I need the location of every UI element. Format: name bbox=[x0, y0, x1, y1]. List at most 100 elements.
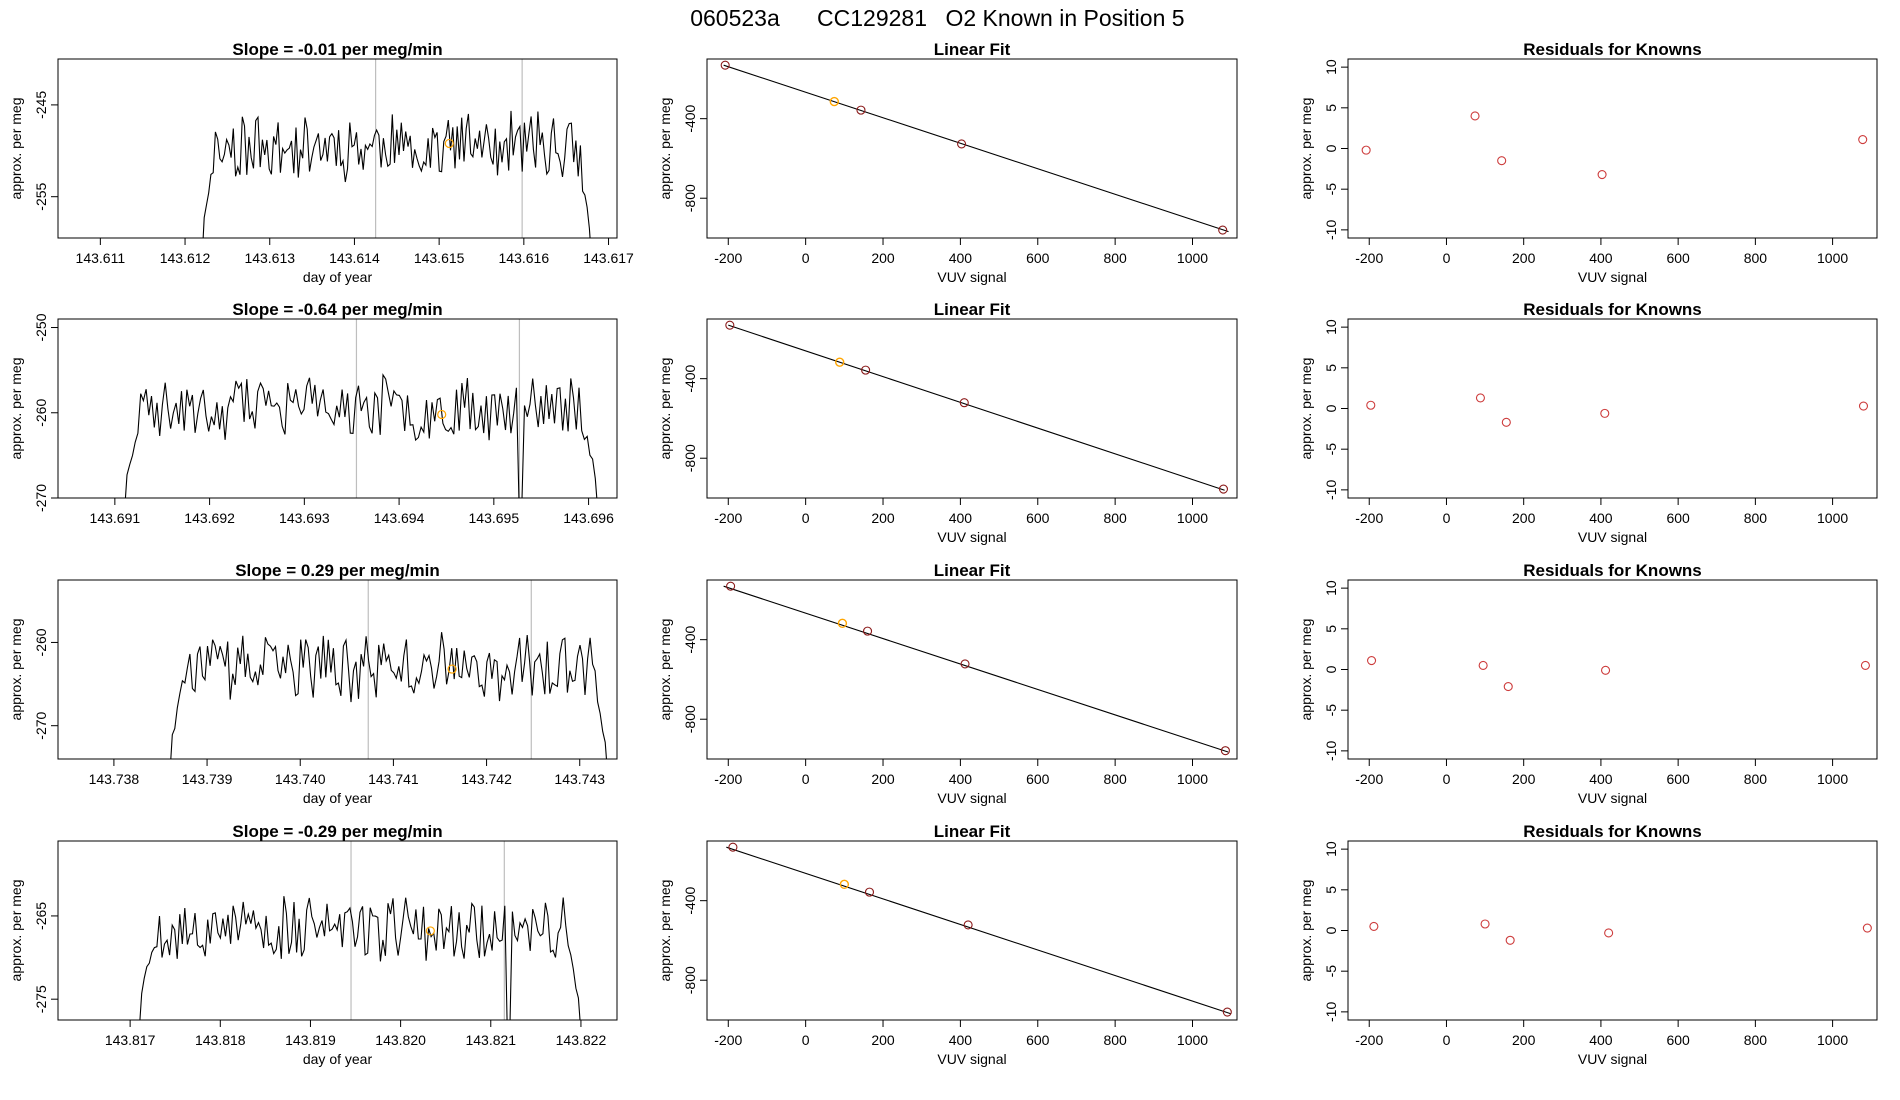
plot-frame bbox=[706, 318, 1238, 499]
x-tick-label: 1000 bbox=[1177, 771, 1208, 787]
plot-frame bbox=[1347, 318, 1878, 499]
plot-frame bbox=[1347, 579, 1878, 760]
fit-point bbox=[1220, 746, 1230, 756]
header-run-id: 060523a bbox=[690, 5, 780, 31]
x-tick-label: 143.817 bbox=[105, 1032, 156, 1048]
y-axis-label: approx. per meg bbox=[1298, 98, 1314, 200]
x-axis-label: VUV signal bbox=[937, 1051, 1006, 1067]
y-tick-label: -270 bbox=[33, 484, 49, 512]
residual-point bbox=[1478, 660, 1488, 670]
chart-panel-r1c2: -200 0 200 400 600 800 1000 10 5 0 -5 -10 Residuals … bbox=[1298, 300, 1878, 545]
x-tick-label: 800 bbox=[1103, 771, 1127, 787]
x-tick-label: -200 bbox=[1355, 771, 1383, 787]
fit-line bbox=[726, 846, 1231, 1015]
x-tick-label: 800 bbox=[1744, 1032, 1768, 1048]
highlight-point bbox=[839, 879, 850, 890]
x-axis-label: VUV signal bbox=[937, 269, 1006, 285]
y-tick-label: -10 bbox=[1323, 220, 1339, 240]
x-axis-label: VUV signal bbox=[1578, 269, 1647, 285]
chart-title: Slope = 0.29 per meg/min bbox=[235, 561, 440, 580]
x-tick-label: 600 bbox=[1666, 510, 1690, 526]
x-tick-label: 600 bbox=[1666, 250, 1690, 266]
x-tick-label: 0 bbox=[1443, 510, 1451, 526]
y-tick-label: 0 bbox=[1323, 665, 1339, 673]
chart-title: Linear Fit bbox=[934, 40, 1011, 59]
y-tick-label: -275 bbox=[33, 985, 49, 1013]
y-tick-label: -260 bbox=[33, 628, 49, 656]
y-axis-label: approx. per meg bbox=[657, 358, 673, 460]
plot-frame bbox=[57, 58, 618, 239]
fit-point bbox=[856, 105, 866, 115]
residual-point bbox=[1497, 156, 1507, 166]
x-tick-label: 143.820 bbox=[375, 1032, 426, 1048]
x-tick-label: 200 bbox=[1512, 771, 1536, 787]
x-tick-label: 143.696 bbox=[563, 510, 614, 526]
y-tick-label: -400 bbox=[682, 104, 698, 132]
chart-title: Residuals for Knowns bbox=[1523, 822, 1702, 841]
y-tick-label: 0 bbox=[1323, 144, 1339, 152]
y-tick-label: 10 bbox=[1323, 580, 1339, 596]
residual-point bbox=[1501, 417, 1511, 427]
fit-point bbox=[960, 659, 970, 669]
x-tick-label: 143.742 bbox=[461, 771, 512, 787]
y-axis-label: approx. per meg bbox=[657, 619, 673, 721]
fit-point bbox=[1222, 1007, 1232, 1017]
x-tick-label: 600 bbox=[1666, 771, 1690, 787]
trace-line bbox=[202, 110, 591, 238]
x-tick-label: 143.739 bbox=[182, 771, 233, 787]
x-axis-label: VUV signal bbox=[937, 790, 1006, 806]
x-tick-label: 143.822 bbox=[556, 1032, 607, 1048]
residual-point bbox=[1858, 135, 1868, 145]
y-tick-label: 5 bbox=[1323, 104, 1339, 112]
y-axis-label: approx. per meg bbox=[1298, 619, 1314, 721]
y-tick-label: -400 bbox=[682, 886, 698, 914]
chart-title: Residuals for Knowns bbox=[1523, 561, 1702, 580]
chart-panel-r3c1: -200 0 200 400 600 800 1000 -400 -800 Linear Fit V… bbox=[657, 822, 1238, 1067]
x-tick-label: 143.616 bbox=[499, 250, 550, 266]
x-tick-label: 143.613 bbox=[244, 250, 295, 266]
x-tick-label: 200 bbox=[871, 250, 895, 266]
x-tick-label: 600 bbox=[1026, 1032, 1050, 1048]
trace-line bbox=[170, 632, 608, 759]
trace-line bbox=[124, 373, 598, 498]
residual-point bbox=[1367, 655, 1377, 666]
x-tick-label: -200 bbox=[714, 250, 742, 266]
y-tick-label: -5 bbox=[1323, 183, 1339, 196]
x-tick-label: 1000 bbox=[1817, 1032, 1848, 1048]
highlight-point bbox=[834, 357, 845, 367]
y-tick-label: -260 bbox=[33, 399, 49, 427]
fit-point bbox=[862, 626, 873, 636]
x-tick-label: 0 bbox=[802, 771, 810, 787]
x-tick-label: -200 bbox=[714, 1032, 742, 1048]
y-tick-label: -270 bbox=[33, 711, 49, 739]
x-tick-label: 400 bbox=[949, 1032, 973, 1048]
fit-point bbox=[1218, 484, 1229, 494]
fit-point bbox=[728, 842, 738, 852]
chart-panel-r0c2: -200 0 200 400 600 800 1000 10 5 0 -5 -10 Residuals … bbox=[1298, 40, 1878, 285]
plot-frame bbox=[706, 579, 1238, 760]
x-tick-label: 143.691 bbox=[90, 510, 141, 526]
fit-point bbox=[720, 60, 730, 70]
x-tick-label: 1000 bbox=[1177, 1032, 1208, 1048]
y-tick-label: -10 bbox=[1323, 741, 1339, 761]
y-tick-label: 10 bbox=[1323, 59, 1339, 75]
sample-marker bbox=[437, 409, 447, 420]
y-tick-label: 10 bbox=[1323, 319, 1339, 335]
y-tick-label: 10 bbox=[1323, 841, 1339, 857]
y-axis-label: approx. per meg bbox=[8, 358, 24, 460]
x-tick-label: 600 bbox=[1026, 510, 1050, 526]
residual-point bbox=[1862, 923, 1872, 933]
y-axis-label: approx. per meg bbox=[1298, 880, 1314, 982]
x-tick-label: 1000 bbox=[1817, 250, 1848, 266]
residual-point bbox=[1475, 393, 1485, 403]
x-tick-label: 1000 bbox=[1177, 510, 1208, 526]
residual-point bbox=[1600, 665, 1611, 675]
x-tick-label: 143.741 bbox=[368, 771, 419, 787]
y-tick-label: -400 bbox=[682, 364, 698, 392]
x-tick-label: 400 bbox=[949, 771, 973, 787]
x-tick-label: 0 bbox=[802, 510, 810, 526]
x-tick-label: -200 bbox=[1355, 510, 1383, 526]
x-tick-label: -200 bbox=[714, 510, 742, 526]
residual-point bbox=[1604, 928, 1614, 938]
